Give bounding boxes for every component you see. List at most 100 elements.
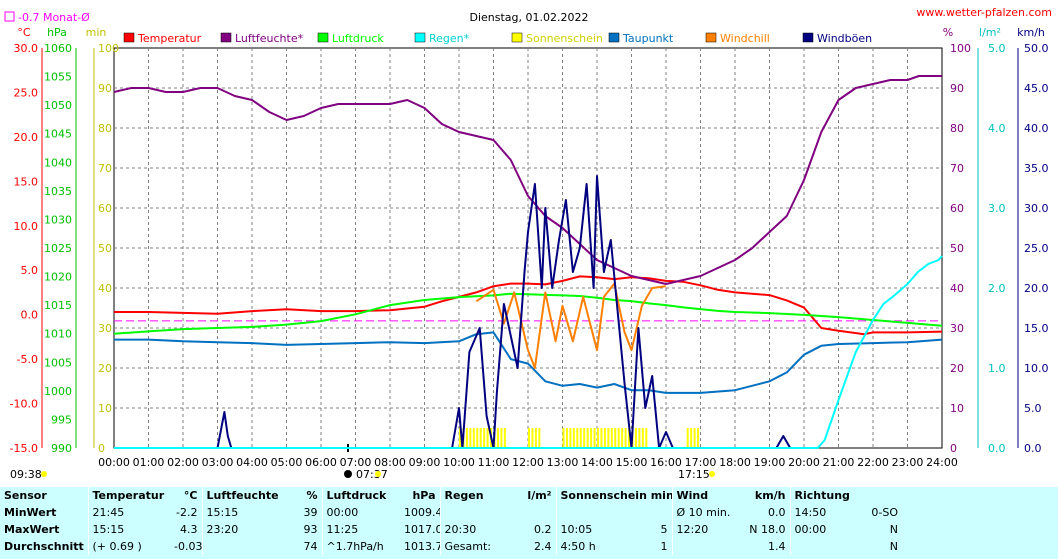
rain-line — [114, 255, 943, 449]
rain-tick-label: 1.0 — [988, 362, 1006, 375]
sunshine-bar — [597, 428, 599, 448]
sunshine-bar — [538, 428, 541, 448]
wind-tick-label: 20.0 — [1024, 282, 1049, 295]
legend-label: Regen* — [429, 32, 470, 45]
x-tick-label: 04:00 — [236, 456, 268, 469]
minute-tick-label: 80 — [98, 122, 112, 135]
max-direction-time: 00:00 — [789, 521, 859, 538]
sunshine-bar — [534, 428, 537, 448]
pressure-tick-label: 1030 — [44, 213, 72, 226]
header-humidity-unit: % — [306, 489, 318, 502]
sunshine-bar — [459, 428, 461, 448]
stats-row-avg: Durchschnitt (+ 0.69 ) -0.03 74 ^1.7hPa/… — [0, 538, 1058, 555]
x-tick-label: 13:00 — [547, 456, 579, 469]
temperature-line — [114, 275, 943, 336]
legend-label: Sonnenschein — [526, 32, 603, 45]
sunshine-bar — [531, 428, 534, 448]
header-sunshine: Sonnenschein min — [555, 487, 673, 504]
min-rain-time — [439, 504, 498, 521]
x-tick-label: 09:00 — [409, 456, 441, 469]
avg-wind-blank — [671, 538, 733, 555]
max-humidity-time: 23:20 — [201, 521, 286, 538]
wind-tick-label: 40.0 — [1024, 122, 1049, 135]
x-tick-label: 12:00 — [512, 456, 544, 469]
min-pressure-value: 1009.4 — [404, 506, 440, 519]
sunshine-bar — [634, 428, 637, 448]
wind-tick-label: 5.0 — [1024, 402, 1042, 415]
rain-tick-label: 2.0 — [988, 282, 1006, 295]
legend-swatch — [802, 32, 814, 43]
rain-tick-label: 5.0 — [988, 42, 1006, 55]
min-sunshine — [555, 504, 673, 521]
sunshine-bar — [472, 428, 475, 448]
dewpoint-line — [114, 331, 943, 394]
max-wind-value: N 18.0 — [749, 523, 786, 536]
pressure-tick-label: 1005 — [44, 356, 72, 369]
unit-pressure: hPa — [47, 26, 67, 39]
sunshine-bar — [569, 428, 572, 448]
minute-tick-label: 20 — [98, 362, 112, 375]
min-humidity-time: 15:15 — [201, 504, 286, 521]
temp-tick-label: -10.0 — [10, 398, 38, 411]
legend-swatch — [608, 32, 620, 43]
rain-tick-label: 3.0 — [988, 202, 1006, 215]
monthly-avg-marker — [4, 11, 15, 22]
sunshine-bar — [503, 428, 506, 448]
minute-tick-label: 60 — [98, 202, 112, 215]
minute-tick-label: 40 — [98, 282, 112, 295]
row-label: MinWert — [4, 506, 57, 519]
sunset-sun-icon — [709, 471, 715, 477]
sunshine-bar — [600, 428, 603, 448]
sunset-label: 17:15 — [678, 468, 710, 481]
source-label: www.wetter-pfalzen.com — [916, 6, 1052, 19]
sunshine-total-hours: 4:50 h — [555, 538, 614, 555]
percent-tick-label: 20 — [950, 362, 964, 375]
max-humidity-value: 93 — [303, 523, 318, 536]
pressure-tick-label: 995 — [51, 413, 72, 426]
row-label: Durchschnitt — [4, 540, 84, 553]
sunshine-bar — [603, 428, 606, 448]
wind-tick-label: 25.0 — [1024, 242, 1049, 255]
wind-tick-label: 50.0 — [1024, 42, 1049, 55]
x-tick-label: 05:00 — [271, 456, 303, 469]
legend-swatch — [414, 32, 426, 43]
wind-avg-value: 0.0 — [768, 506, 786, 519]
x-tick-label: 10:00 — [443, 456, 475, 469]
unit-percent: % — [943, 26, 953, 39]
header-wind: Wind — [671, 487, 733, 504]
sunshine-bar — [476, 428, 479, 448]
x-tick-label: 11:00 — [478, 456, 510, 469]
sunshine-bar — [500, 428, 503, 448]
legend-label: Taupunkt — [622, 32, 674, 45]
legend-label: Temperatur — [137, 32, 202, 45]
max-pressure-value: 1017.0 — [404, 523, 440, 536]
header-rain: Regen — [439, 487, 498, 504]
stats-table: Sensor Temperatur °C Luftfeuchte % Luftd… — [0, 487, 1058, 559]
minute-tick-label: 30 — [98, 322, 112, 335]
monthly-avg-label: -0.7 Monat-Ø — [18, 11, 90, 24]
wind-tick-label: 30.0 — [1024, 202, 1049, 215]
sunshine-bar — [469, 428, 472, 448]
wind-tick-label: 15.0 — [1024, 322, 1049, 335]
sunshine-bar — [610, 428, 613, 448]
avg-temp-value: -0.03 — [174, 540, 202, 553]
sunshine-bar — [697, 428, 700, 448]
sunshine-bar — [645, 428, 648, 448]
humidity-line — [113, 75, 942, 285]
x-tick-label: 02:00 — [167, 456, 199, 469]
percent-tick-label: 70 — [950, 162, 964, 175]
percent-tick-label: 90 — [950, 82, 964, 95]
sunshine-bar — [496, 428, 499, 448]
sunshine-bar — [586, 428, 589, 448]
pressure-line — [113, 292, 943, 335]
windchill-line — [475, 282, 667, 369]
x-tick-label: 14:00 — [581, 456, 613, 469]
sunshine-bar — [617, 428, 620, 448]
header-temp-unit: °C — [183, 489, 198, 502]
pressure-tick-label: 1060 — [44, 42, 72, 55]
legend-label: Luftdruck — [332, 32, 384, 45]
temp-tick-label: 15.0 — [14, 175, 39, 188]
x-tick-label: 16:00 — [650, 456, 682, 469]
minute-tick-label: 10 — [98, 402, 112, 415]
temp-tick-label: 5.0 — [21, 264, 39, 277]
